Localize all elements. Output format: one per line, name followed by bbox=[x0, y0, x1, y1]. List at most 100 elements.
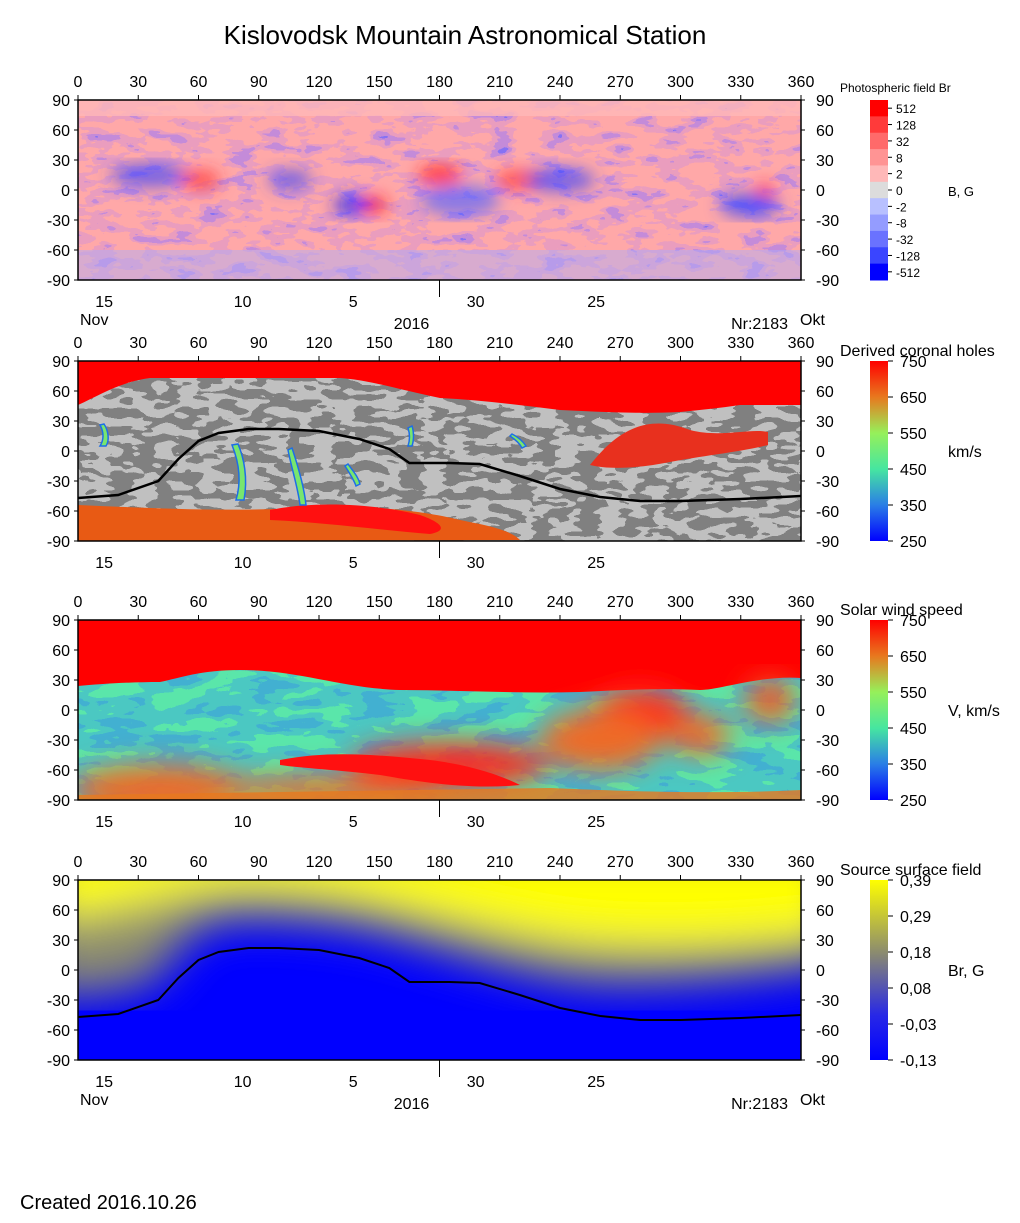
colorbar-label: 250 bbox=[900, 793, 927, 810]
y-tick-label-left: -30 bbox=[47, 733, 70, 750]
y-tick-label-left: 60 bbox=[52, 643, 70, 660]
date-tick-label: 30 bbox=[467, 1074, 485, 1091]
colorbar-label: 450 bbox=[900, 721, 927, 738]
colorbar-title: Photospheric field Br bbox=[840, 81, 951, 95]
y-tick-label-left: 90 bbox=[52, 93, 70, 110]
y-tick-label-right: 60 bbox=[816, 123, 834, 140]
x-tick-label: 180 bbox=[426, 854, 453, 871]
x-tick-label: 360 bbox=[788, 74, 815, 91]
colorbar-label: -8 bbox=[896, 217, 907, 231]
y-tick-label-left: 0 bbox=[61, 183, 70, 200]
date-tick-label: 10 bbox=[234, 1074, 252, 1091]
coronal-holes-map bbox=[78, 361, 801, 541]
y-tick-label-right: -90 bbox=[816, 1053, 839, 1070]
colorbar-segment bbox=[870, 149, 888, 166]
colorbar-label: 450 bbox=[900, 462, 927, 479]
x-tick-label: 270 bbox=[607, 74, 634, 91]
colorbar-segment bbox=[870, 214, 888, 232]
date-tick-label: 15 bbox=[95, 294, 113, 311]
x-tick-label: 270 bbox=[607, 854, 634, 871]
y-tick-label-left: 60 bbox=[52, 123, 70, 140]
y-tick-label-left: 0 bbox=[61, 963, 70, 980]
x-tick-label: 0 bbox=[74, 74, 83, 91]
month-left-label: Nov bbox=[80, 312, 108, 329]
colorbar-segment bbox=[870, 100, 888, 117]
colorbar-label: 8 bbox=[896, 151, 903, 165]
colorbar-label: 512 bbox=[896, 102, 916, 116]
x-tick-label: 360 bbox=[788, 335, 815, 352]
date-tick-label: 25 bbox=[587, 555, 605, 572]
y-tick-label-right: 60 bbox=[816, 384, 834, 401]
x-tick-label: 120 bbox=[306, 594, 333, 611]
y-tick-label-left: 90 bbox=[52, 873, 70, 890]
colorbar-label: 0,18 bbox=[900, 945, 931, 962]
date-tick-label: 5 bbox=[349, 1074, 358, 1091]
y-tick-label-right: -60 bbox=[816, 1023, 839, 1040]
colorbar-gradient bbox=[870, 620, 888, 800]
x-tick-label: 180 bbox=[426, 594, 453, 611]
x-tick-label: 240 bbox=[547, 594, 574, 611]
y-tick-label-right: 60 bbox=[816, 903, 834, 920]
y-tick-label-right: -90 bbox=[816, 793, 839, 810]
x-tick-label: 180 bbox=[426, 335, 453, 352]
y-tick-label-right: 0 bbox=[816, 183, 825, 200]
y-tick-label-left: 0 bbox=[61, 703, 70, 720]
y-tick-label-left: 30 bbox=[52, 933, 70, 950]
colorbar-unit-label: Br, G bbox=[948, 963, 984, 980]
date-tick-label: 10 bbox=[234, 814, 252, 831]
date-tick-label: 5 bbox=[349, 294, 358, 311]
x-tick-label: 0 bbox=[74, 335, 83, 352]
y-tick-label-right: -30 bbox=[816, 733, 839, 750]
x-tick-label: 210 bbox=[486, 854, 513, 871]
y-tick-label-left: -30 bbox=[47, 993, 70, 1010]
x-tick-label: 60 bbox=[190, 854, 208, 871]
year-label: 2016 bbox=[394, 1096, 430, 1113]
colorbar-label: 550 bbox=[900, 685, 927, 702]
x-tick-label: 330 bbox=[727, 335, 754, 352]
x-tick-label: 150 bbox=[366, 335, 393, 352]
date-tick-label: 15 bbox=[95, 814, 113, 831]
y-tick-label-right: 90 bbox=[816, 354, 834, 371]
x-tick-label: 150 bbox=[366, 854, 393, 871]
x-tick-label: 300 bbox=[667, 854, 694, 871]
colorbar-label: 350 bbox=[900, 757, 927, 774]
date-tick-label: 10 bbox=[234, 294, 252, 311]
x-tick-label: 120 bbox=[306, 335, 333, 352]
colorbar-unit-label: B, G bbox=[948, 184, 974, 199]
date-tick-label: 5 bbox=[349, 814, 358, 831]
x-tick-label: 90 bbox=[250, 335, 268, 352]
y-tick-label-left: 60 bbox=[52, 903, 70, 920]
x-tick-label: 240 bbox=[547, 335, 574, 352]
colorbar-segment bbox=[870, 181, 888, 199]
colorbar-label: 128 bbox=[896, 119, 916, 133]
y-tick-label-left: -90 bbox=[47, 273, 70, 290]
y-tick-label-right: 0 bbox=[816, 703, 825, 720]
date-tick-label: 25 bbox=[587, 814, 605, 831]
y-tick-label-left: 90 bbox=[52, 354, 70, 371]
x-tick-label: 30 bbox=[129, 854, 147, 871]
date-tick-label: 5 bbox=[349, 555, 358, 572]
y-tick-label-left: -90 bbox=[47, 793, 70, 810]
x-tick-label: 330 bbox=[727, 594, 754, 611]
colorbar-title: Source surface field bbox=[840, 862, 981, 879]
colorbar-label: 0 bbox=[896, 184, 903, 198]
page-title: Kislovodsk Mountain Astronomical Station bbox=[223, 20, 707, 50]
rotation-label: Nr:2183 bbox=[731, 316, 788, 333]
rotation-label: Nr:2183 bbox=[731, 1096, 788, 1113]
x-tick-label: 210 bbox=[486, 335, 513, 352]
x-tick-label: 60 bbox=[190, 335, 208, 352]
solar-wind-speed-map bbox=[78, 620, 801, 800]
y-tick-label-right: 90 bbox=[816, 613, 834, 630]
x-tick-label: 30 bbox=[129, 74, 147, 91]
x-tick-label: 150 bbox=[366, 74, 393, 91]
x-tick-label: 270 bbox=[607, 594, 634, 611]
colorbar-unit-label: V, km/s bbox=[948, 703, 1000, 720]
colorbar-segment bbox=[870, 198, 888, 216]
x-tick-label: 330 bbox=[727, 854, 754, 871]
colorbar-label: 0,08 bbox=[900, 981, 931, 998]
y-tick-label-right: -30 bbox=[816, 993, 839, 1010]
x-tick-label: 300 bbox=[667, 594, 694, 611]
